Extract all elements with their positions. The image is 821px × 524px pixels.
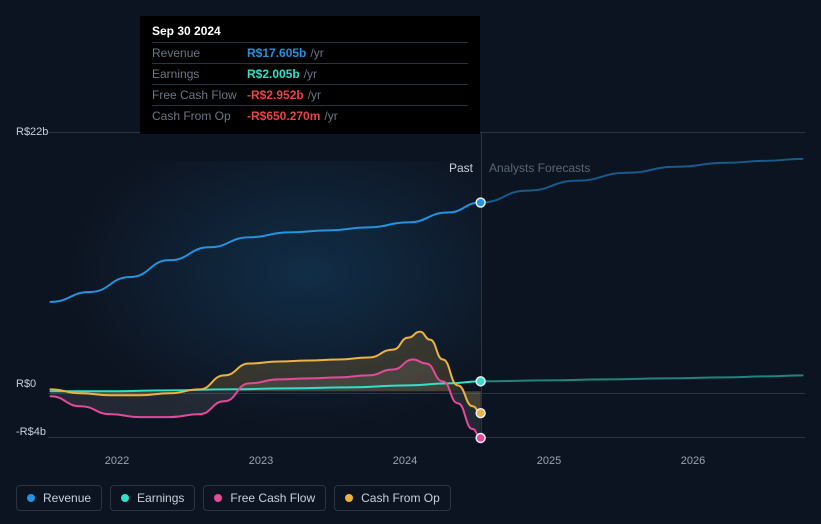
chart-tooltip: Sep 30 2024 RevenueR$17.605b/yrEarningsR… <box>140 16 480 134</box>
x-axis-label: 2026 <box>681 455 705 467</box>
plot-area: Past Analysts Forecasts <box>48 132 805 438</box>
tooltip-date: Sep 30 2024 <box>152 24 468 42</box>
tooltip-metric-label: Revenue <box>152 46 247 60</box>
tooltip-metric-value: R$17.605b <box>247 46 306 60</box>
legend-dot-icon <box>214 494 222 502</box>
legend-item-revenue[interactable]: Revenue <box>16 485 102 511</box>
legend-item-cash-from-op[interactable]: Cash From Op <box>334 485 451 511</box>
tooltip-unit: /yr <box>310 46 323 60</box>
legend-label: Earnings <box>137 491 184 505</box>
legend-dot-icon <box>121 494 129 502</box>
legend-dot-icon <box>345 494 353 502</box>
tooltip-metric-value: -R$2.952b <box>247 88 304 102</box>
legend-label: Cash From Op <box>361 491 440 505</box>
tooltip-metric-label: Earnings <box>152 67 247 81</box>
tooltip-row: RevenueR$17.605b/yr <box>152 42 468 63</box>
tooltip-metric-label: Cash From Op <box>152 109 247 123</box>
x-axis-label: 2025 <box>537 455 561 467</box>
tooltip-unit: /yr <box>308 88 321 102</box>
legend-dot-icon <box>27 494 35 502</box>
legend-label: Free Cash Flow <box>230 491 315 505</box>
y-axis-label: R$0 <box>16 378 36 390</box>
tooltip-metric-label: Free Cash Flow <box>152 88 247 102</box>
chart-legend: Revenue Earnings Free Cash Flow Cash From O… <box>16 485 451 511</box>
tooltip-row: Cash From Op-R$650.270m/yr <box>152 105 468 126</box>
financials-chart[interactable]: R$22b R$0 -R$4b Past Analysts Forecasts <box>16 120 805 450</box>
x-axis-label: 2023 <box>249 455 273 467</box>
legend-item-earnings[interactable]: Earnings <box>110 485 195 511</box>
tooltip-unit: /yr <box>304 67 317 81</box>
legend-label: Revenue <box>43 491 91 505</box>
chart-lines <box>48 133 805 437</box>
tooltip-row: EarningsR$2.005b/yr <box>152 63 468 84</box>
tooltip-metric-value: R$2.005b <box>247 67 300 81</box>
y-axis-label: -R$4b <box>16 426 46 438</box>
legend-item-free-cash-flow[interactable]: Free Cash Flow <box>203 485 326 511</box>
y-axis-label: R$22b <box>16 126 48 138</box>
tooltip-row: Free Cash Flow-R$2.952b/yr <box>152 84 468 105</box>
x-axis-label: 2022 <box>105 455 129 467</box>
x-axis-label: 2024 <box>393 455 417 467</box>
tooltip-metric-value: -R$650.270m <box>247 109 320 123</box>
tooltip-unit: /yr <box>324 109 337 123</box>
